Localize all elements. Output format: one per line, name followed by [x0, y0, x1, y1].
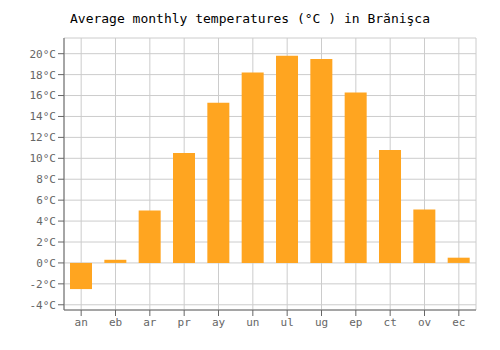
svg-text:16°C: 16°C — [30, 89, 57, 102]
svg-text:un: un — [246, 316, 259, 329]
svg-text:ep: ep — [349, 316, 362, 329]
svg-text:12°C: 12°C — [30, 131, 57, 144]
svg-text:ay: ay — [212, 316, 226, 329]
svg-text:eb: eb — [109, 316, 122, 329]
svg-text:0°C: 0°C — [36, 257, 56, 270]
svg-text:2°C: 2°C — [36, 236, 56, 249]
svg-text:an: an — [75, 316, 88, 329]
svg-text:20°C: 20°C — [30, 48, 57, 61]
svg-text:ct: ct — [384, 316, 397, 329]
svg-text:-4°C: -4°C — [30, 299, 57, 312]
svg-text:4°C: 4°C — [36, 215, 56, 228]
svg-text:8°C: 8°C — [36, 173, 56, 186]
svg-text:10°C: 10°C — [30, 152, 57, 165]
svg-text:ug: ug — [315, 316, 328, 329]
svg-text:pr: pr — [178, 316, 192, 329]
svg-text:ec: ec — [452, 316, 465, 329]
svg-text:ul: ul — [281, 316, 294, 329]
svg-text:6°C: 6°C — [36, 194, 56, 207]
svg-text:18°C: 18°C — [30, 69, 57, 82]
svg-text:ar: ar — [143, 316, 157, 329]
svg-text:ov: ov — [418, 316, 432, 329]
svg-text:14°C: 14°C — [30, 110, 57, 123]
html-text:Average monthly temperatures (: Average monthly temperatures (°C ) in Br… — [70, 11, 430, 26]
svg-text:-2°C: -2°C — [30, 278, 57, 291]
